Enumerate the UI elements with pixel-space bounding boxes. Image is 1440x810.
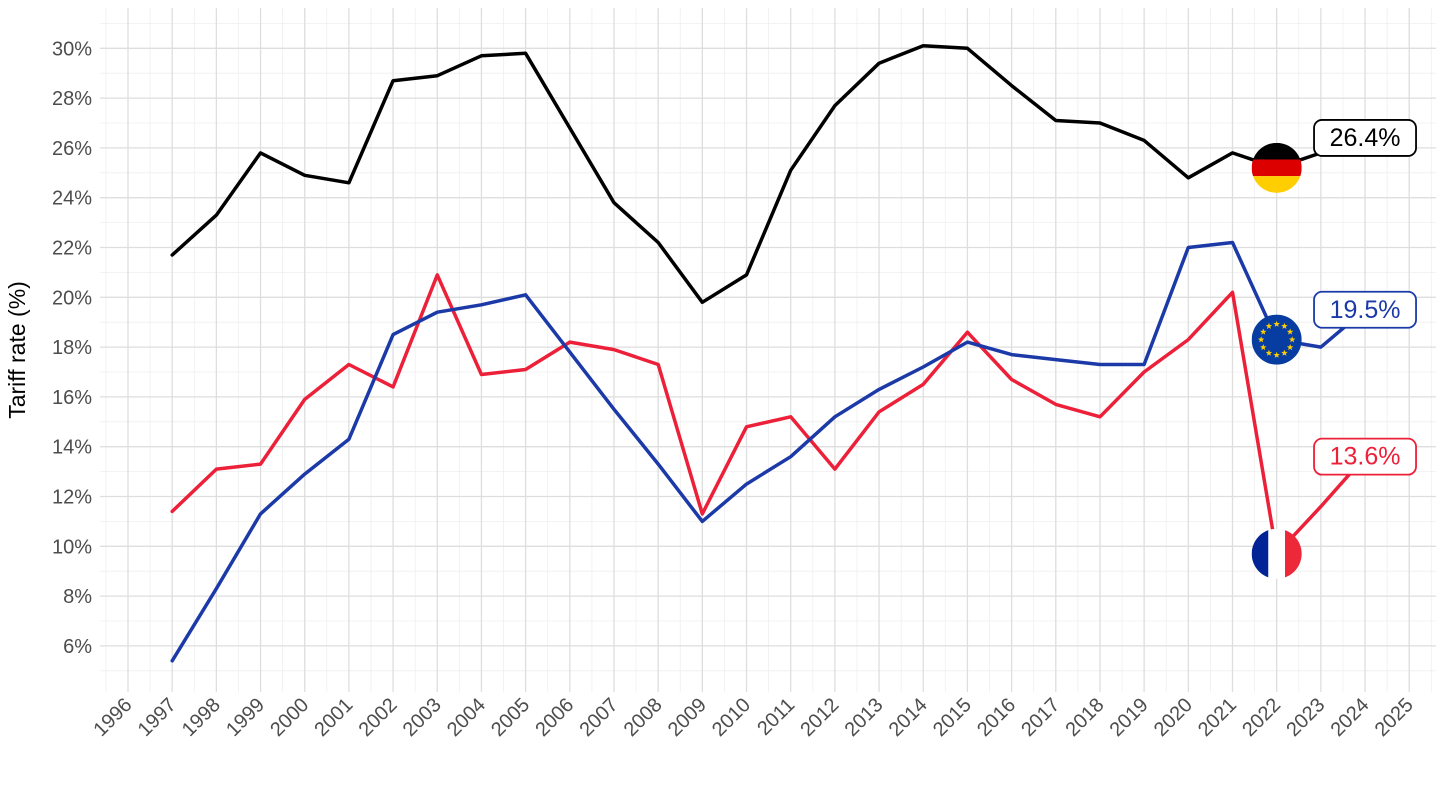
x-tick-label: 2014 [885,694,932,741]
series-line-france [170,273,1367,556]
france-end-label-text: 13.6% [1330,443,1401,471]
x-tick-label: 2015 [929,694,976,741]
de-band-gold [1251,176,1302,193]
x-tick-label: 1997 [134,694,181,741]
series-line-european-union [170,240,1367,663]
de-band-black [1251,142,1302,160]
eu-star [1257,336,1265,343]
x-tick-label: 2010 [708,694,755,741]
x-tick-label: 1999 [222,694,269,741]
x-tick-label: 2024 [1327,694,1374,741]
france-end-label-box [1313,437,1417,476]
x-tick-label: 1996 [90,694,137,741]
y-tick-label: 14% [52,437,92,459]
x-tick-label: 2002 [355,694,402,741]
european-union-end-label: 19.5% [1313,290,1417,329]
minor-gridlines [100,8,1436,692]
x-tick-label: 2022 [1238,694,1285,741]
y-tick-label: 28% [52,88,92,110]
x-tick-label: 2003 [399,694,446,741]
eu-star [1260,343,1267,351]
y-tick-label: 8% [63,586,92,608]
european-union-end-label-text: 19.5% [1330,296,1401,324]
fr-band-red [1285,528,1302,579]
y-tick-label: 6% [63,636,92,658]
y-axis-ticks: 30% 28% 26% 24% 22% 20% 18% 16% 14% 12% 10% 8% 6% [52,38,92,658]
x-tick-label: 2017 [1017,694,1064,741]
france-flag-icon [1251,528,1302,579]
x-tick-label: 2019 [1106,694,1153,741]
germany-flag-icon [1251,142,1302,193]
germany-end-label-box [1313,119,1417,157]
x-tick-label: 2005 [487,694,534,741]
y-tick-label: 26% [52,138,92,160]
european-union-flag-icon [1251,314,1302,365]
eu-star [1288,336,1296,343]
eu-star [1281,322,1288,329]
major-gridlines [100,8,1436,692]
x-tick-label: 2018 [1061,694,1108,741]
eu-star [1265,322,1273,329]
x-tick-label: 2012 [796,694,843,741]
y-tick-label: 10% [52,536,92,558]
france-end-label: 13.6% [1313,437,1417,476]
x-tick-label: 2000 [266,694,313,741]
y-tick-label: 12% [52,487,92,509]
x-tick-label: 2021 [1194,694,1241,741]
series-lines [170,44,1367,663]
fr-band-blue [1251,528,1269,579]
x-tick-label: 2006 [531,694,578,741]
eu-star [1281,349,1288,356]
x-tick-label: 2011 [753,694,799,740]
germany-end-label: 26.4% [1313,119,1417,157]
eu-star [1265,349,1273,356]
x-tick-label: 2023 [1282,694,1329,741]
series-line-germany [170,44,1367,305]
y-axis-title: Tariff rate (%) [4,281,30,419]
y-tick-label: 24% [52,188,92,210]
eu-star [1286,328,1294,335]
x-tick-label: 2016 [973,694,1020,741]
eu-star [1260,328,1267,335]
x-tick-label: 2001 [310,694,357,741]
y-tick-label: 16% [52,387,92,409]
x-tick-label: 2004 [443,694,490,741]
eu-star [1286,343,1294,351]
eu-star [1273,351,1280,358]
european-union-end-label-box [1313,290,1417,329]
x-tick-label: 2025 [1371,694,1418,741]
x-tick-label: 2020 [1150,694,1197,741]
x-tick-label: 2008 [620,694,667,741]
x-tick-label: 1998 [178,694,225,741]
y-tick-label: 30% [52,38,92,60]
eu-star [1273,320,1280,327]
y-tick-label: 20% [52,287,92,309]
germany-end-label-text: 26.4% [1330,124,1401,152]
x-tick-label: 2013 [841,694,888,741]
de-band-red [1251,159,1302,177]
x-axis-ticks: 1996199719981999200020012002200320042005… [90,694,1418,741]
y-tick-label: 18% [52,337,92,359]
fr-band-white [1268,528,1286,579]
x-tick-label: 2009 [664,694,711,741]
x-tick-label: 2007 [575,694,622,741]
y-tick-label: 22% [52,238,92,260]
